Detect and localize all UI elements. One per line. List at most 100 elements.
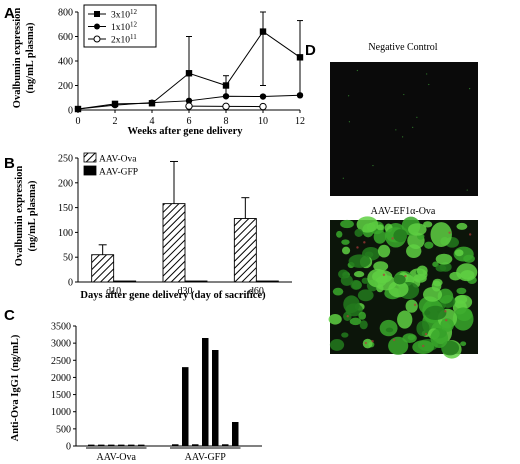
fluorescent-cell <box>359 320 368 330</box>
speckle <box>466 189 468 191</box>
fluorescent-cell <box>416 265 428 276</box>
chart-a-y-tick-label: 400 <box>58 57 73 68</box>
chart-a-x-tick-label: 12 <box>295 116 305 127</box>
chart-a-point <box>222 82 230 89</box>
chart-b-category-label: d30 <box>178 286 193 297</box>
fluorescent-cell <box>393 229 408 243</box>
chart-a-point <box>185 70 193 77</box>
chart-a-xlabel: Weeks after gene delivery <box>128 126 244 137</box>
chart-b-legend-swatch <box>83 165 97 176</box>
red-speckle <box>363 241 366 244</box>
chart-a-point <box>259 93 267 100</box>
fluorescent-cell <box>397 310 413 329</box>
chart-c-bar <box>88 444 95 446</box>
chart-c-bar <box>202 338 209 446</box>
fluorescent-cell <box>340 274 353 286</box>
chart-c-group-label: AAV-Ova <box>97 452 137 463</box>
red-speckle <box>404 274 407 278</box>
fluorescent-cell <box>460 341 467 347</box>
red-speckle <box>444 310 447 313</box>
chart-c-bar <box>222 444 229 446</box>
chart-c-bar <box>192 444 199 446</box>
negative-control-speckles <box>342 69 471 191</box>
fluorescent-cell <box>341 246 351 255</box>
fluorescent-cell <box>424 241 434 249</box>
chart-a-point <box>296 92 304 99</box>
micrograph-panel: Negative Control AAV-EF1α-Ova <box>328 42 478 359</box>
ova-image-label: AAV-EF1α-Ova <box>371 206 436 217</box>
speckle <box>395 129 397 131</box>
chart-c-bar <box>182 367 189 446</box>
chart-b-y-tick-label: 150 <box>58 203 73 214</box>
chart-a-legend-label: 2x1011 <box>111 33 137 46</box>
fluorescent-cell <box>413 273 427 283</box>
red-speckle <box>391 237 394 240</box>
chart-c-ylabel: Anti-Ova IgG1 (ng/mL) <box>10 334 21 441</box>
chart-c-y-tick-label: 2500 <box>51 356 71 367</box>
chart-b-legend-label: AAV-Ova <box>99 155 137 165</box>
fluorescent-cell <box>456 222 468 230</box>
chart-b-bar <box>233 218 257 283</box>
ova-fluorescent-cells <box>328 216 478 359</box>
fluorescent-cell <box>367 268 388 288</box>
red-speckle <box>364 341 368 345</box>
chart-b-category-label: d10 <box>106 286 121 297</box>
fluorescent-cell <box>423 221 433 228</box>
fluorescent-cell <box>377 244 391 258</box>
chart-b-bar <box>255 280 279 283</box>
chart-a-legend-marker <box>94 23 100 30</box>
chart-c-bar <box>118 444 125 446</box>
chart-c-bar <box>172 444 179 446</box>
panel-label-c: C <box>4 307 15 324</box>
chart-c-bar <box>128 444 135 446</box>
fluorescent-cell <box>407 334 416 341</box>
chart-a-point <box>111 101 119 109</box>
fluorescent-cell <box>412 340 435 355</box>
chart-c: Anti-Ova IgG1 (ng/mL) 0 500 1000 1500 2000 25… <box>10 322 262 463</box>
chart-a-point <box>222 93 230 100</box>
fluorescent-cell <box>440 318 454 332</box>
red-speckle <box>424 332 428 336</box>
chart-c-bar <box>98 444 105 446</box>
fluorescent-cell <box>407 223 427 236</box>
fluorescent-cell <box>453 294 473 310</box>
speckle <box>412 126 414 128</box>
chart-a-point <box>185 97 193 105</box>
chart-a-y-tick-label: 0 <box>68 106 73 117</box>
chart-c-bar <box>212 350 219 446</box>
red-speckle <box>371 340 374 343</box>
chart-a-point <box>222 102 230 111</box>
chart-b-y-tick-label: 200 <box>58 178 73 189</box>
red-speckle <box>392 338 396 342</box>
fluorescent-cell <box>432 278 443 287</box>
fluorescent-cell <box>463 254 475 263</box>
chart-b-y-tick-label: 100 <box>58 228 73 239</box>
negative-control-label: Negative Control <box>368 42 437 53</box>
chart-b-bar <box>184 280 208 283</box>
chart-b-bar <box>91 254 115 283</box>
chart-a-x-tick-label: 10 <box>258 116 268 127</box>
red-speckle <box>346 314 349 318</box>
fluorescent-cell <box>393 274 406 285</box>
fluorescent-cell <box>361 277 370 284</box>
fluorescent-cell <box>364 251 374 258</box>
speckle <box>426 73 428 75</box>
fluorescent-cell <box>435 264 447 272</box>
chart-b-xlabel: Days after gene delivery (day of sacrifi… <box>80 290 266 301</box>
fluorescent-cell <box>405 299 418 313</box>
chart-b-y-tick-label: 250 <box>58 154 73 165</box>
speckle <box>402 136 404 138</box>
speckle <box>342 177 344 179</box>
speckle <box>403 93 405 96</box>
fluorescent-cell <box>416 320 430 337</box>
speckle <box>469 87 471 90</box>
chart-a-legend-label: 1x1012 <box>111 21 138 34</box>
red-speckle <box>468 233 472 236</box>
chart-a-point <box>148 99 156 106</box>
fluorescent-cell <box>373 261 389 272</box>
speckle <box>348 95 350 97</box>
fluorescent-cell <box>454 249 464 257</box>
chart-c-y-tick-label: 1000 <box>51 407 71 418</box>
red-speckle <box>356 246 359 249</box>
